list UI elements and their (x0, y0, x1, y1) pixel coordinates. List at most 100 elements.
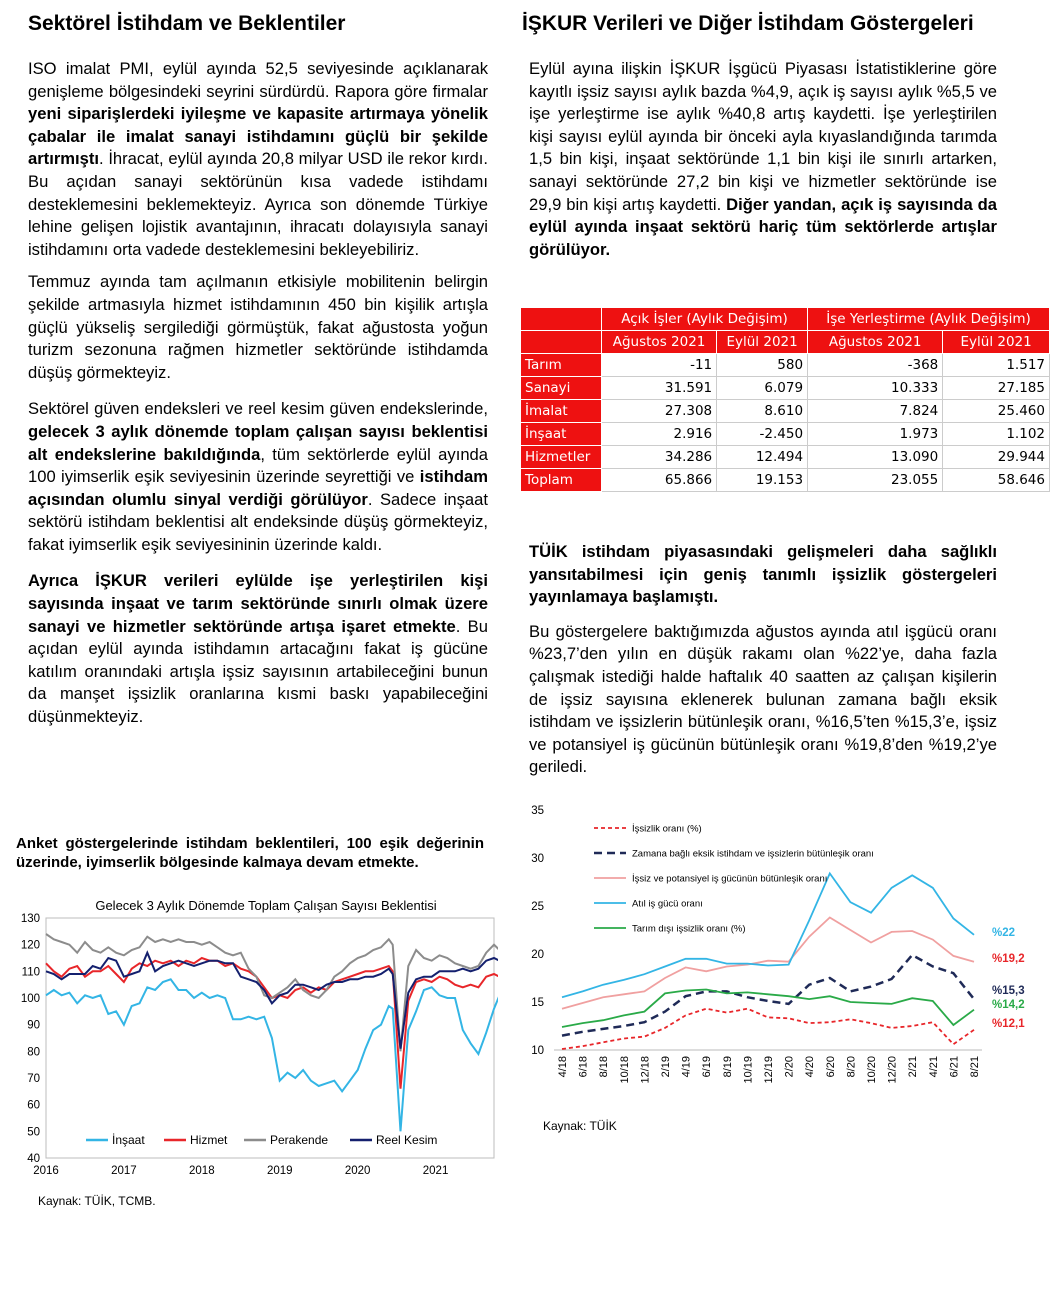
row-label: İnşaat (520, 422, 602, 446)
legend-label: İşsiz ve potansiyel iş gücünün bütünleşi… (632, 874, 827, 885)
y-tick-label: 100 (21, 993, 40, 1005)
y-tick-label: 80 (27, 1046, 40, 1058)
x-tick-label: 12/20 (887, 1056, 899, 1084)
cell: 12.494 (716, 445, 809, 469)
cell: 7.824 (807, 399, 944, 423)
x-tick-label: 2/20 (784, 1056, 796, 1077)
cell: 31.591 (600, 376, 718, 400)
cell: 58.646 (942, 468, 1050, 492)
left-chart-source: Kaynak: TÜİK, TCMB. (38, 1194, 156, 1208)
cell: 27.308 (600, 399, 718, 423)
end-value-label: %14,2 (992, 999, 1025, 1011)
end-value-label: %15,3 (992, 985, 1025, 997)
series-line (561, 916, 975, 1010)
cell: 34.286 (600, 445, 718, 469)
sub-header: Ağustos 2021 (600, 330, 718, 354)
y-tick-label: 30 (531, 853, 544, 865)
table-corner (520, 330, 602, 354)
x-tick-label: 2/21 (907, 1056, 919, 1077)
legend-label: Reel Kesim (376, 1133, 437, 1147)
y-tick-label: 40 (27, 1153, 40, 1165)
text-run: . Bu açıdan eylül ayında istihdamın arta… (28, 616, 488, 727)
table-row: Hizmetler 34.286 12.494 13.090 29.944 (520, 445, 1050, 469)
legend-label: Hizmet (190, 1133, 228, 1147)
x-tick-label: 8/19 (722, 1056, 734, 1077)
x-tick-label: 2020 (345, 1165, 371, 1177)
cell: 6.079 (716, 376, 809, 400)
x-tick-label: 8/21 (969, 1056, 981, 1077)
y-tick-label: 15 (531, 997, 544, 1009)
series-line (561, 871, 975, 999)
bold-run: Diğer yandan, açık iş sayısında da eylül… (529, 194, 997, 259)
right-chart-unemployment: 10 15 20 25 30 35 4/18 6/18 8/18 10/18 12/18 2/19 4/… (531, 805, 1025, 1084)
y-tick-label: 50 (27, 1126, 40, 1138)
chart-title: Gelecek 3 Aylık Dönemde Toplam Çalışan S… (95, 898, 436, 913)
right-subheading: TÜİK istihdam piyasasındaki gelişmeleri … (529, 542, 997, 607)
x-tick-label: 2018 (189, 1165, 215, 1177)
x-tick-label: 2021 (423, 1165, 449, 1177)
cell: 8.610 (716, 399, 809, 423)
left-paragraph-4: Ayrıca İŞKUR verileri eylülde işe yerleş… (28, 570, 488, 728)
table-row: Toplam 65.866 19.153 23.055 58.646 (520, 468, 1050, 492)
iskur-table: Açık İşler (Aylık Değişim) İşe Yerleştir… (520, 307, 1050, 492)
group-header-placements: İşe Yerleştirme (Aylık Değişim) (807, 307, 1050, 331)
y-tick-label: 25 (531, 901, 544, 913)
plot-frame (45, 917, 495, 1159)
y-tick-label: 130 (21, 913, 40, 925)
text-run: ISO imalat PMI, eylül ayında 52,5 seviye… (28, 59, 488, 101)
y-tick-label: 120 (21, 940, 40, 952)
legend-label: Perakende (270, 1133, 328, 1147)
cell: 1.517 (942, 353, 1050, 377)
sub-header: Ağustos 2021 (807, 330, 944, 354)
row-label: İmalat (520, 399, 602, 423)
cell: 1.102 (942, 422, 1050, 446)
cell: -368 (807, 353, 944, 377)
x-tick-label: 4/18 (557, 1056, 569, 1077)
row-label: Hizmetler (520, 445, 602, 469)
table-row: Sanayi 31.591 6.079 10.333 27.185 (520, 376, 1050, 400)
left-chart-expectations: Gelecek 3 Aylık Dönemde Toplam Çalışan S… (21, 898, 498, 1177)
y-tick-label: 35 (531, 805, 544, 817)
x-tick-label: 4/21 (928, 1056, 940, 1077)
legend-label: Atıl iş gücü oranı (632, 899, 703, 910)
left-heading: Sektörel İstihdam ve Beklentiler (28, 12, 346, 35)
series-line (45, 950, 498, 1049)
cell: 25.460 (942, 399, 1050, 423)
bold-run: Ayrıca İŞKUR verileri eylülde işe yerleş… (28, 571, 488, 636)
table-row: Tarım -11 580 -368 1.517 (520, 353, 1050, 377)
right-chart-source: Kaynak: TÜİK (543, 1119, 617, 1133)
end-value-label: %12,1 (992, 1018, 1025, 1030)
text-run: Sektörel güven endeksleri ve reel kesim … (28, 399, 488, 419)
text-run: , tüm sektörlerde eylül ayında 100 iyims… (28, 444, 489, 487)
group-header-open-jobs: Açık İşler (Aylık Değişim) (600, 307, 809, 331)
x-tick-label: 6/19 (701, 1056, 713, 1077)
bold-run: yeni siparişlerdeki iyileşme ve kapasite… (28, 104, 488, 169)
y-tick-label: 90 (27, 1020, 40, 1032)
table-row: İnşaat 2.916 -2.450 1.973 1.102 (520, 422, 1050, 446)
cell: 10.333 (807, 376, 944, 400)
x-tick-label: 8/18 (598, 1056, 610, 1077)
cell: -2.450 (716, 422, 809, 446)
end-value-label: %22 (992, 927, 1015, 939)
legend-label: Zamana bağlı eksik istihdam ve işsizleri… (632, 849, 874, 860)
y-tick-label: 20 (531, 949, 544, 961)
table-group-header-row: Açık İşler (Aylık Değişim) İşe Yerleştir… (520, 307, 1050, 331)
x-tick-label: 8/20 (845, 1056, 857, 1077)
row-label: Tarım (520, 353, 602, 377)
x-tick-label: 4/19 (681, 1056, 693, 1077)
x-tick-label: 2016 (33, 1165, 59, 1177)
x-tick-label: 2019 (267, 1165, 293, 1177)
legend-label: İnşaat (112, 1133, 145, 1147)
x-tick-label: 6/20 (825, 1056, 837, 1077)
table-row: İmalat 27.308 8.610 7.824 25.460 (520, 399, 1050, 423)
x-tick-label: 10/20 (866, 1056, 878, 1084)
right-paragraph-1: Eylül ayına ilişkin İŞKUR İşgücü Piyasas… (529, 58, 997, 261)
bold-run: istihdam açısından olumlu sinyal verdiği… (28, 467, 488, 509)
x-tick-label: 12/18 (639, 1056, 651, 1084)
right-text-column-2: TÜİK istihdam piyasasındaki gelişmeleri … (529, 541, 997, 779)
right-heading: İŞKUR Verileri ve Diğer İstihdam Gösterg… (522, 12, 974, 35)
cell: 2.916 (600, 422, 718, 446)
y-tick-label: 10 (531, 1045, 544, 1057)
x-tick-label: 2/19 (660, 1056, 672, 1077)
x-tick-label: 2017 (111, 1165, 137, 1177)
